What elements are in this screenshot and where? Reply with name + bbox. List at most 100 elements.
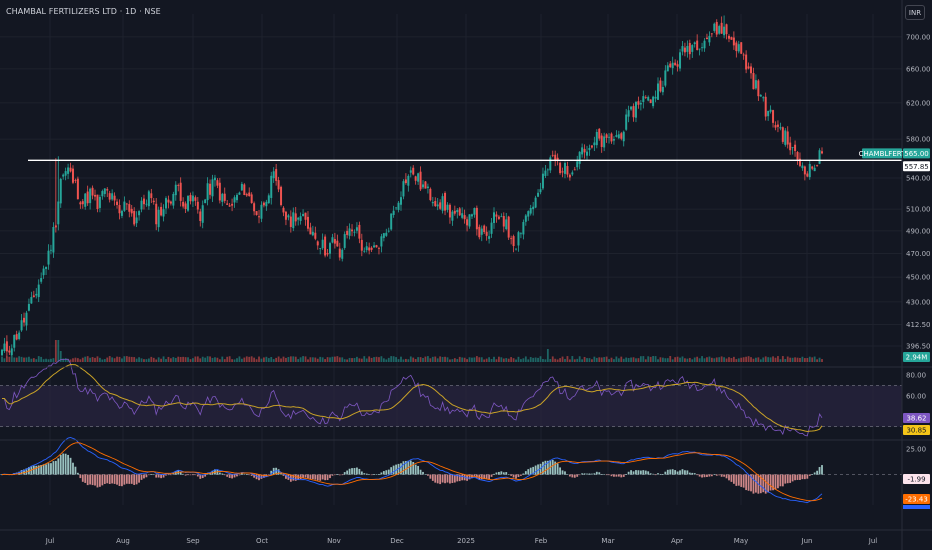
- candle-body: [671, 62, 674, 69]
- macd-histogram-bar: [368, 474, 371, 475]
- candle: [747, 62, 750, 70]
- macd-histogram-bar: [316, 474, 319, 481]
- volume-bar: [642, 356, 645, 362]
- volume-bar: [62, 358, 65, 362]
- candle: [311, 225, 314, 237]
- rsi-value-tag: 38.62: [903, 413, 930, 423]
- volume-bar: [478, 357, 481, 362]
- candle-body: [642, 96, 645, 102]
- candle-body: [187, 195, 190, 211]
- macd-histogram-bar: [422, 471, 424, 475]
- macd-histogram-bar: [512, 474, 515, 478]
- volume-bar: [138, 357, 140, 362]
- candle-body: [696, 40, 699, 51]
- volume-bar: [767, 357, 770, 362]
- macd-histogram-bar: [20, 470, 23, 475]
- macd-histogram-bar: [789, 474, 792, 483]
- candle-body: [79, 202, 82, 205]
- candle-body: [395, 207, 398, 209]
- candle: [821, 147, 823, 155]
- candle-body: [495, 214, 498, 217]
- candle-body: [789, 142, 792, 151]
- candle-body: [593, 142, 596, 146]
- volume-bar: [297, 359, 300, 362]
- macd-histogram-bar: [395, 464, 397, 475]
- candle: [816, 164, 819, 167]
- candle: [710, 33, 713, 38]
- candle-body: [182, 201, 185, 207]
- candle-body: [639, 103, 642, 105]
- macd-histogram-bar: [57, 458, 60, 475]
- macd-histogram-bar: [708, 474, 711, 477]
- price-tick-label: 700.00: [906, 33, 931, 41]
- currency-button[interactable]: INR: [905, 5, 925, 20]
- macd-histogram-bar: [397, 463, 400, 475]
- candle-body: [255, 211, 258, 216]
- volume-bar: [691, 359, 694, 362]
- candle-body: [270, 175, 273, 198]
- candle-body: [62, 174, 65, 177]
- macd-histogram-bar: [412, 462, 415, 475]
- candle: [103, 188, 106, 198]
- candle: [47, 244, 50, 270]
- macd-histogram-bar: [40, 464, 43, 475]
- volume-bar: [76, 358, 79, 362]
- volume-bar: [422, 358, 424, 362]
- macd-histogram-bar: [143, 474, 145, 479]
- candle: [466, 216, 469, 232]
- candle: [703, 38, 706, 52]
- candle: [493, 207, 495, 229]
- volume-bar: [466, 359, 468, 362]
- volume-bar: [255, 359, 258, 362]
- level-line-tag-bg: [903, 161, 930, 172]
- macd-histogram-bar: [331, 474, 334, 476]
- candle-body: [89, 188, 92, 204]
- time-axis[interactable]: Jul Aug Sep Oct Nov Dec 2025 Feb Mar Apr May Jun Jul: [45, 537, 878, 545]
- volume-bar: [380, 356, 383, 362]
- price-axis[interactable]: 700.00 660.00 620.00 580.00 540.00 510.00 490.…: [906, 33, 931, 453]
- candle: [422, 180, 425, 190]
- macd-histogram-bar: [341, 474, 344, 476]
- macd-histogram-bar: [483, 474, 486, 480]
- macd-histogram-bar: [380, 472, 383, 475]
- candle-body: [412, 167, 415, 175]
- candle: [590, 145, 593, 149]
- volume-bar: [165, 359, 167, 362]
- macd-histogram-bar: [255, 474, 258, 480]
- candle-body: [280, 186, 283, 206]
- macd-histogram-bar: [140, 474, 143, 480]
- candle-body: [238, 192, 241, 195]
- candle-body: [740, 42, 743, 54]
- volume-bar: [263, 357, 265, 362]
- volume-bar: [101, 359, 104, 362]
- volume-bar: [194, 356, 197, 362]
- candle: [133, 207, 136, 227]
- candle: [407, 174, 410, 192]
- macd-histogram-bar: [534, 465, 537, 475]
- macd-histogram-bar: [76, 472, 79, 475]
- candle: [402, 179, 405, 200]
- volume-bar: [128, 356, 131, 362]
- volume-bar: [111, 357, 114, 362]
- candle: [351, 224, 354, 237]
- level-line-tag-text: 557.85: [904, 163, 929, 171]
- candle: [18, 330, 21, 341]
- volume-bar: [728, 357, 730, 362]
- volume-bar: [539, 356, 542, 362]
- candle-body: [654, 96, 657, 99]
- candle-body: [13, 334, 16, 348]
- candle: [204, 198, 207, 204]
- candle-body: [365, 246, 368, 251]
- candle: [495, 211, 498, 223]
- rsi-tick-label: 60.00: [906, 392, 926, 400]
- candle-body: [162, 209, 165, 217]
- candle: [715, 19, 718, 38]
- volume-bar: [407, 359, 410, 362]
- candle-body: [715, 21, 718, 35]
- candle-body: [380, 236, 383, 247]
- macd-histogram-bar: [520, 474, 522, 476]
- macd-histogram-bar: [527, 469, 530, 475]
- candle: [566, 161, 569, 178]
